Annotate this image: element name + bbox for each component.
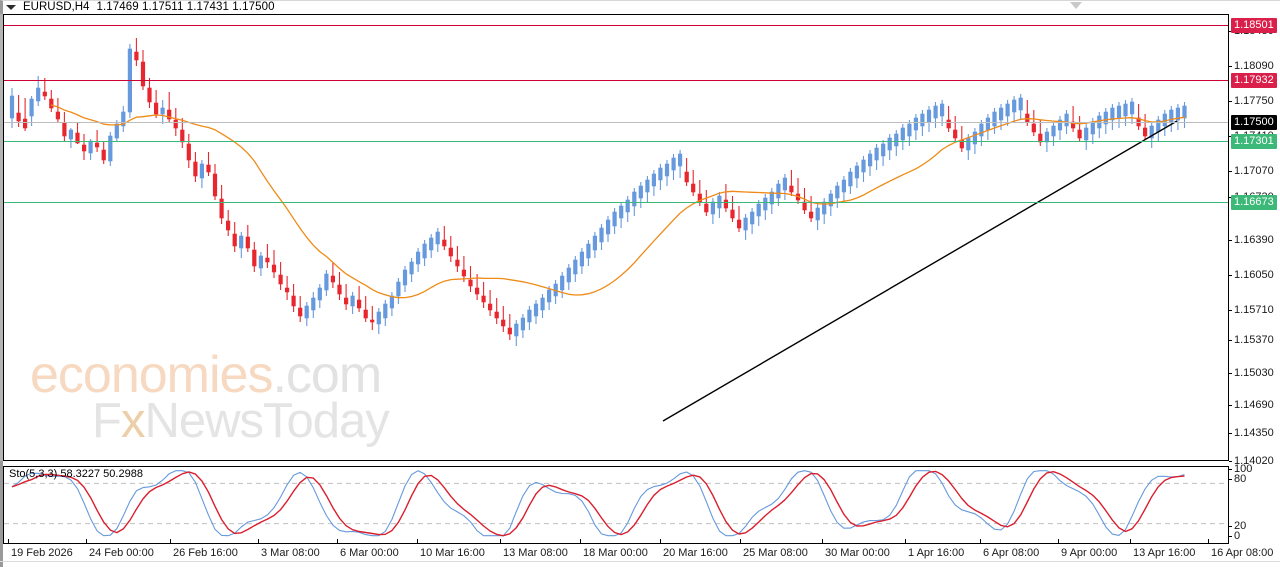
axis-tick-label: 1.15710 (1234, 304, 1274, 316)
axis-tick-label: 1.15370 (1234, 334, 1274, 346)
axis-tick-label: 1.17070 (1234, 165, 1274, 177)
stochastic-level-label: 20 (1234, 520, 1247, 532)
resistance-label-upper[interactable]: 1.18501 (1231, 18, 1277, 33)
time-axis-label: 26 Feb 16:00 (173, 547, 238, 559)
time-axis-label: 1 Apr 16:00 (908, 547, 965, 559)
time-axis-label: 3 Mar 08:00 (261, 547, 320, 559)
axis-tick (1229, 101, 1232, 102)
time-axis-label: 24 Feb 00:00 (89, 547, 154, 559)
axis-tick (1229, 31, 1232, 32)
time-axis-label: 30 Mar 00:00 (825, 547, 890, 559)
time-axis-label: 6 Apr 08:00 (983, 547, 1040, 559)
symbol-timeframe-label: EURUSD,H4 (23, 1, 90, 13)
time-axis-tick (258, 539, 259, 544)
time-axis-tick (1208, 539, 1209, 544)
resistance-line-upper[interactable] (4, 25, 1228, 26)
stochastic-pane[interactable]: Sto(5,3,3) 58.3227 50.2988 (3, 466, 1229, 544)
axis-tick (1229, 433, 1232, 434)
stochastic-tick (1229, 469, 1232, 470)
stochastic-level-label: 100 (1234, 463, 1253, 475)
price-pane[interactable]: economies.com FxNewsToday (3, 14, 1229, 461)
scroll-marker-icon[interactable] (1070, 2, 1082, 9)
time-axis-tick (337, 539, 338, 544)
stochastic-series (4, 470, 1228, 537)
stochastic-plot-area (4, 467, 1228, 543)
resistance-line-lower[interactable] (4, 80, 1228, 81)
time-axis-tick (822, 539, 823, 544)
time-axis-tick (980, 539, 981, 544)
time-axis-label: 18 Mar 00:00 (583, 547, 648, 559)
stochastic-label: Sto(5,3,3) 58.3227 50.2988 (9, 468, 143, 480)
axis-tick (1229, 66, 1232, 67)
stochastic-tick (1229, 479, 1232, 480)
time-axis-label: 9 Apr 00:00 (1061, 547, 1118, 559)
axis-tick-label: 1.15030 (1234, 367, 1274, 379)
candlestick-series (9, 38, 1187, 422)
axis-tick (1229, 405, 1232, 406)
time-axis-tick (417, 539, 418, 544)
axis-tick (1229, 240, 1232, 241)
axis-tick (1229, 171, 1232, 172)
ohlc-values: 1.17469 1.17511 1.17431 1.17500 (96, 1, 275, 13)
time-axis-tick (740, 539, 741, 544)
time-axis-tick (580, 539, 581, 544)
time-axis-label: 13 Apr 16:00 (1133, 547, 1196, 559)
axis-tick-label: 1.18090 (1234, 60, 1274, 72)
stochastic-level-label: 0 (1234, 530, 1241, 542)
time-axis[interactable]: 19 Feb 2026 24 Feb 00:00 26 Feb 16:00 3 Mar… (3, 539, 1273, 561)
axis-tick (1229, 340, 1232, 341)
stochastic-axis: 100 80 20 0 (1229, 463, 1280, 544)
time-axis-label: 13 Mar 08:00 (503, 547, 568, 559)
current-price-label[interactable]: 1.17500 (1231, 115, 1277, 130)
time-axis-tick (660, 539, 661, 544)
bottom-divider (0, 561, 1280, 562)
time-axis-label: 20 Mar 16:00 (663, 547, 728, 559)
price-plot-area[interactable]: economies.com FxNewsToday (4, 15, 1228, 460)
axis-tick (1229, 310, 1232, 311)
support-label-lower[interactable]: 1.16673 (1231, 195, 1277, 210)
current-price-line[interactable] (4, 122, 1228, 123)
time-axis-tick (86, 539, 87, 544)
axis-tick (1229, 373, 1232, 374)
axis-tick-label: 1.16390 (1234, 234, 1274, 246)
time-axis-tick (500, 539, 501, 544)
price-axis[interactable]: 1.184301.180901.177501.174101.170701.167… (1229, 14, 1280, 467)
support-label-upper[interactable]: 1.17301 (1231, 134, 1277, 149)
stochastic-tick (1229, 526, 1232, 527)
time-axis-tick (8, 539, 9, 544)
axis-tick (1229, 197, 1232, 198)
stochastic-tick (1229, 536, 1232, 537)
time-axis-tick (905, 539, 906, 544)
resistance-label-lower[interactable]: 1.17932 (1231, 73, 1277, 88)
axis-tick (1229, 461, 1232, 462)
axis-tick-label: 1.14350 (1234, 427, 1274, 439)
axis-tick (1229, 275, 1232, 276)
axis-tick-label: 1.16050 (1234, 269, 1274, 281)
support-line-upper[interactable] (4, 141, 1228, 142)
quote-header: EURUSD,H4 1.17469 1.17511 1.17431 1.1750… (6, 0, 275, 14)
time-axis-tick (1130, 539, 1131, 544)
time-axis-label: 10 Mar 16:00 (420, 547, 485, 559)
axis-tick-label: 1.17750 (1234, 95, 1274, 107)
support-line-lower[interactable] (4, 202, 1228, 203)
time-axis-label: 6 Mar 00:00 (340, 547, 399, 559)
stochastic-level-label: 80 (1234, 473, 1247, 485)
axis-tick (1229, 136, 1232, 137)
time-axis-label: 16 Apr 08:00 (1211, 547, 1274, 559)
time-axis-label: 19 Feb 2026 (11, 547, 73, 559)
time-axis-tick (170, 539, 171, 544)
left-scroll-gutter[interactable] (0, 14, 3, 461)
triangle-down-icon[interactable] (6, 4, 16, 10)
time-axis-tick (1058, 539, 1059, 544)
axis-tick-label: 1.14690 (1234, 399, 1274, 411)
axis-tick-label: 1.14020 (1234, 455, 1274, 467)
time-axis-label: 25 Mar 08:00 (743, 547, 808, 559)
